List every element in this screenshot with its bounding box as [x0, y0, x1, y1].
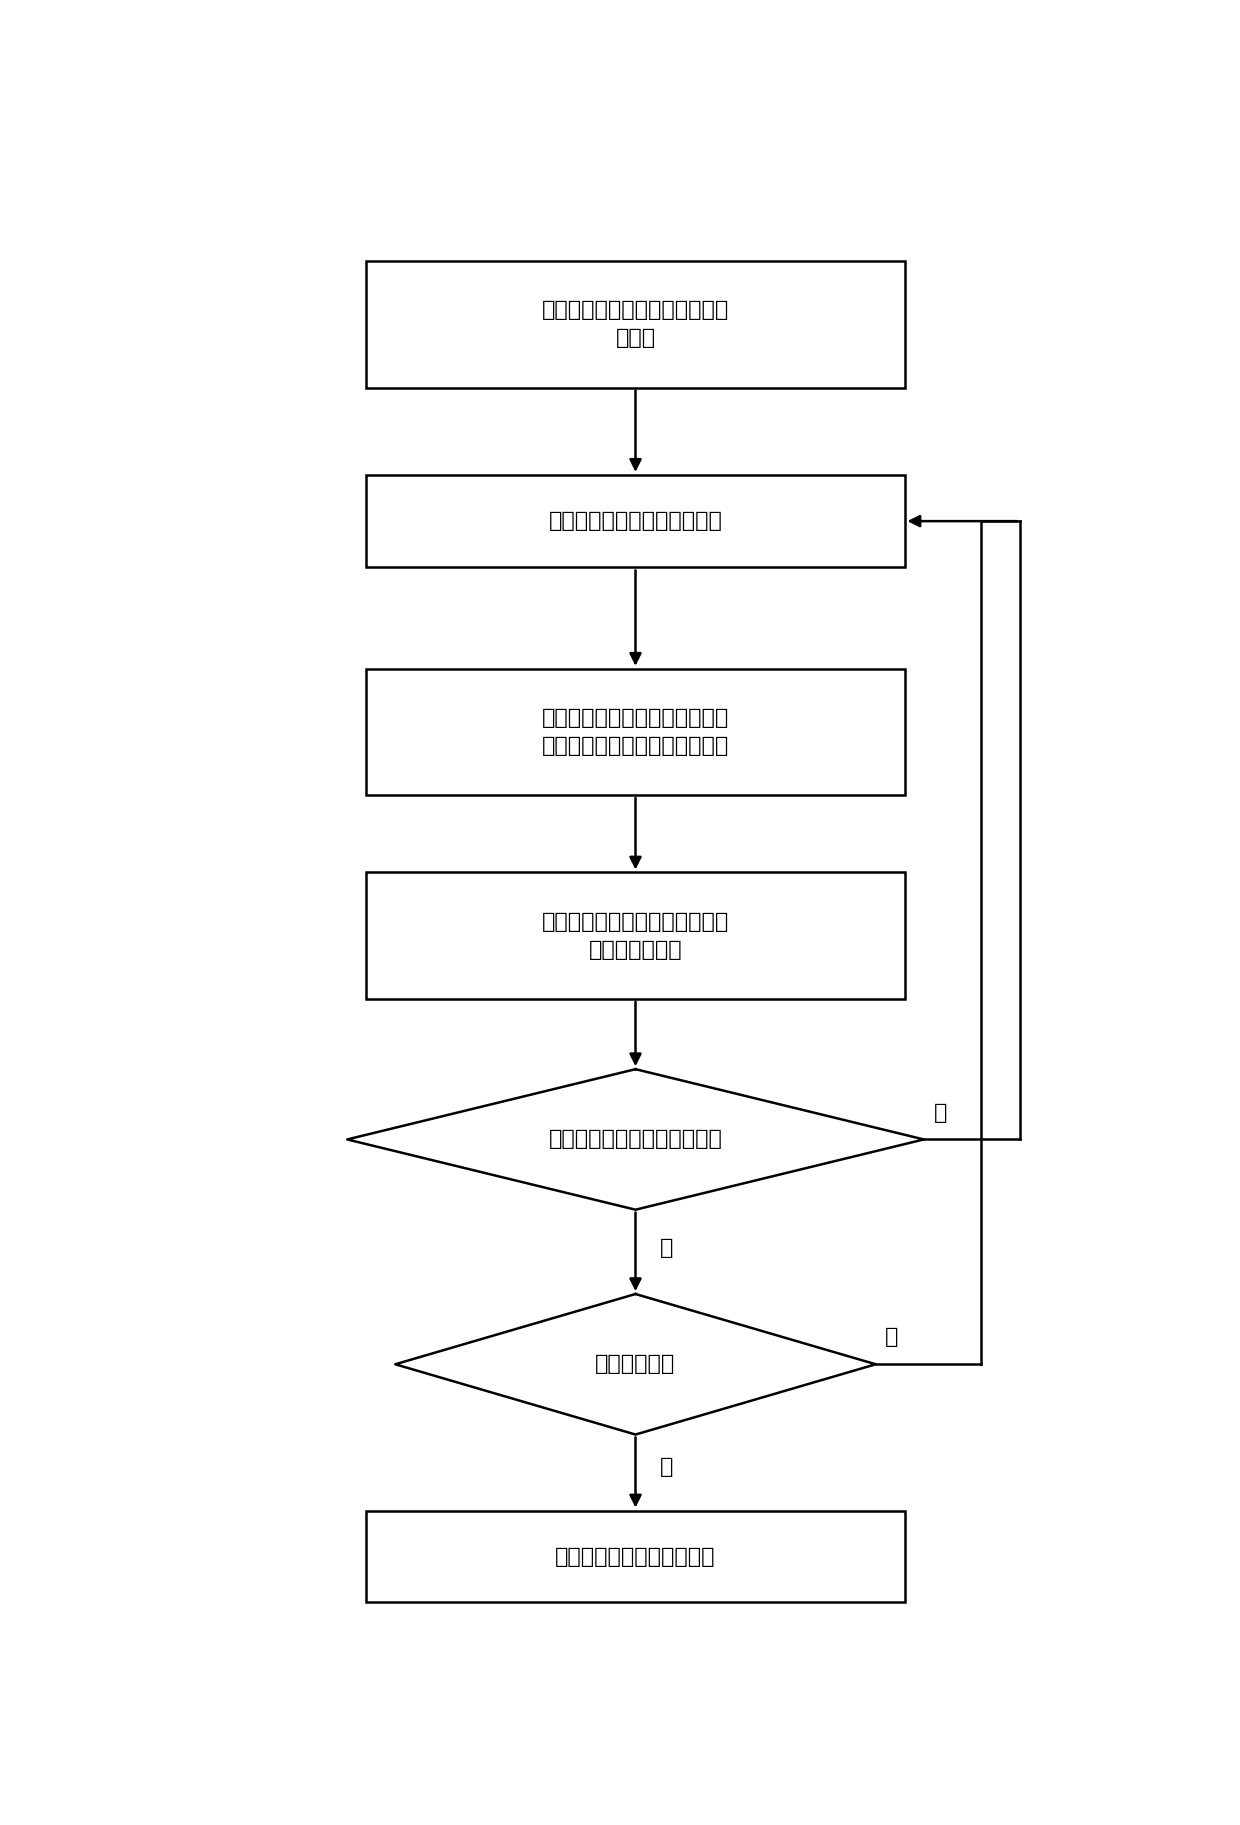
Bar	[367, 872, 905, 998]
Polygon shape	[396, 1294, 875, 1434]
Text: 否: 否	[934, 1102, 947, 1122]
Bar	[367, 668, 905, 796]
Bar	[367, 1511, 905, 1602]
Text: 筛选事故处理策略的关键定值: 筛选事故处理策略的关键定值	[548, 511, 723, 531]
Text: 确定事故处理策略中的定值: 确定事故处理策略中的定值	[556, 1548, 715, 1568]
Text: 否: 否	[885, 1327, 899, 1347]
Text: 验证以及确认: 验证以及确认	[595, 1354, 676, 1374]
Text: 确定事故处理策略中的参数定值
名义值: 确定事故处理策略中的参数定值 名义值	[542, 301, 729, 349]
Text: 分析不同工况下仪表误差对事故
处理策略的影响: 分析不同工况下仪表误差对事故 处理策略的影响	[542, 912, 729, 960]
Text: 是: 是	[660, 1237, 673, 1257]
Polygon shape	[347, 1069, 924, 1210]
Text: 优化定值符合性分析计算验证: 优化定值符合性分析计算验证	[548, 1130, 723, 1150]
Text: 确定安全壳正常与不利工况下事
故规程关键定值对应的仪表误差: 确定安全壳正常与不利工况下事 故规程关键定值对应的仪表误差	[542, 708, 729, 756]
Text: 是: 是	[660, 1456, 673, 1476]
Bar	[367, 476, 905, 568]
Bar	[367, 261, 905, 387]
